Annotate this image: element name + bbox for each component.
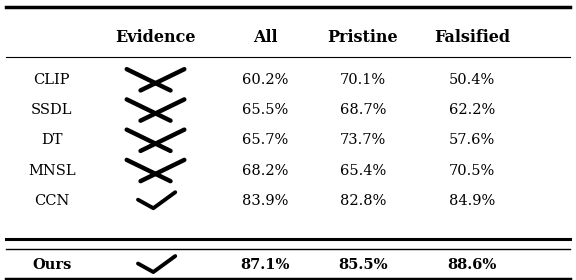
Text: SSDL: SSDL: [31, 103, 73, 117]
Text: 73.7%: 73.7%: [340, 133, 386, 147]
Text: CLIP: CLIP: [33, 73, 70, 87]
Text: 85.5%: 85.5%: [338, 258, 388, 272]
Text: MNSL: MNSL: [28, 164, 75, 178]
Text: 68.7%: 68.7%: [340, 103, 386, 117]
Text: Falsified: Falsified: [434, 29, 510, 46]
Text: 68.2%: 68.2%: [242, 164, 288, 178]
Text: 65.5%: 65.5%: [242, 103, 288, 117]
Text: Evidence: Evidence: [115, 29, 196, 46]
Text: Ours: Ours: [32, 258, 71, 272]
Text: 70.1%: 70.1%: [340, 73, 386, 87]
Text: Pristine: Pristine: [328, 29, 398, 46]
Text: 87.1%: 87.1%: [240, 258, 290, 272]
Text: All: All: [253, 29, 277, 46]
Text: 60.2%: 60.2%: [242, 73, 288, 87]
Text: 62.2%: 62.2%: [449, 103, 495, 117]
Text: 83.9%: 83.9%: [242, 194, 288, 208]
Text: 82.8%: 82.8%: [340, 194, 386, 208]
Text: DT: DT: [41, 133, 63, 147]
Text: CCN: CCN: [34, 194, 70, 208]
Text: 70.5%: 70.5%: [449, 164, 495, 178]
Text: 50.4%: 50.4%: [449, 73, 495, 87]
Text: 88.6%: 88.6%: [448, 258, 497, 272]
Text: 84.9%: 84.9%: [449, 194, 495, 208]
Text: 57.6%: 57.6%: [449, 133, 495, 147]
Text: 65.4%: 65.4%: [340, 164, 386, 178]
Text: 65.7%: 65.7%: [242, 133, 288, 147]
